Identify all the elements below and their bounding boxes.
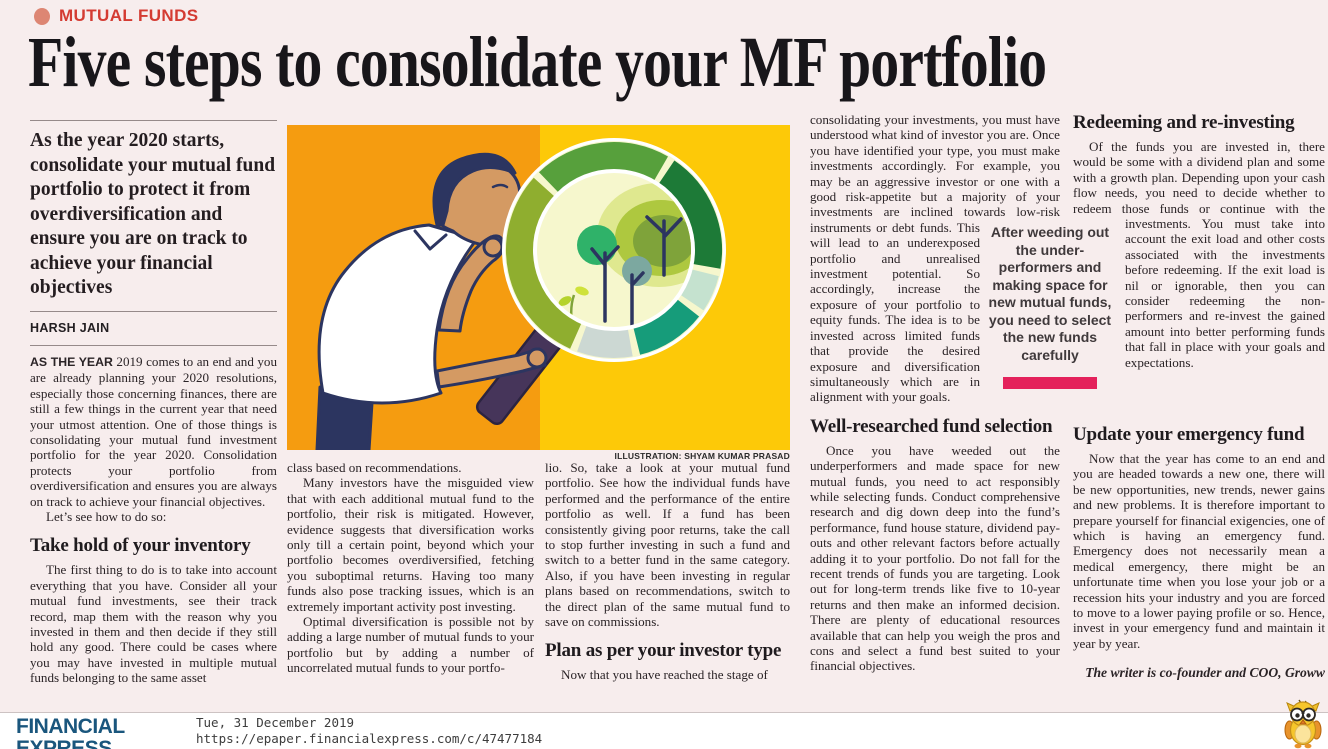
body-paragraph: Let’s see how to do so: (46, 508, 167, 524)
footer-bar: FINANCIAL EXPRESS READ TO LEAD Tue, 31 D… (0, 712, 1328, 749)
kicker-dot-icon (34, 7, 50, 25)
pull-quote: After weeding out the under-performers a… (981, 224, 1119, 389)
lens-ring-segments (506, 142, 723, 358)
body-paragraph: Many investors have the misguided view t… (287, 475, 534, 614)
column-3: lio. So, take a look at your mutual fund… (545, 460, 790, 683)
subheading-fund-selection: Well-researched fund selection (810, 415, 1053, 437)
section-kicker: MUTUAL FUNDS (34, 6, 199, 26)
byline: HARSH JAIN (30, 320, 110, 335)
owl-mascot-icon[interactable] (1282, 699, 1324, 749)
man-shirt (317, 223, 479, 405)
man-magnifier-illustration (287, 125, 790, 450)
pull-quote-bar (1003, 377, 1097, 389)
subheading-redeeming: Redeeming and re-investing (1073, 112, 1295, 133)
brand-name: FINANCIAL EXPRESS (16, 715, 125, 749)
publication-date: Tue, 31 December 2019 (196, 715, 355, 730)
body-paragraph: AS THE YEAR 2019 comes to an end and you… (30, 354, 277, 509)
article-headline: Five steps to consolidate your MF portfo… (28, 22, 1047, 102)
body-text: consolidating your investments, you must… (810, 112, 1060, 405)
column-4: consolidating your investments, you must… (810, 112, 1060, 674)
body-paragraph: Now that the year has come to an end and… (1073, 451, 1325, 651)
body-paragraph: lio. So, take a look at your mutual fund… (545, 460, 790, 630)
body-paragraph: Optimal diversification is possible not … (287, 614, 534, 676)
body-paragraph: Of the funds you are invested in, there … (1073, 139, 1325, 370)
man-hair (432, 152, 517, 227)
body-paragraph: Once you have weeded out the underperfor… (810, 442, 1060, 674)
epaper-url-link[interactable]: https://epaper.financialexpress.com/c/47… (196, 731, 543, 746)
body-paragraph: class based on recommendations. (287, 460, 462, 475)
rule-byline (30, 344, 277, 346)
column-2: class based on recommendations. Many inv… (287, 460, 534, 676)
intro-text: 2019 comes to an end and you are already… (30, 353, 278, 509)
body-paragraph: consolidating your investments, you must… (810, 112, 1060, 405)
illustration-art (287, 125, 790, 450)
writer-credit: The writer is co-founder and COO, Groww (1085, 665, 1325, 681)
body-text: Of the funds you are invested in, there … (1073, 139, 1325, 370)
body-paragraph: Now that you have reached the stage of (561, 667, 768, 683)
footer-meta: Tue, 31 December 2019 https://epaper.fin… (196, 715, 542, 747)
kicker-label: MUTUAL FUNDS (59, 6, 199, 25)
body-paragraph: The first thing to do is to take into ac… (30, 562, 277, 686)
standfirst: As the year 2020 starts, consolidate you… (30, 130, 276, 298)
rule-mid (30, 310, 277, 312)
lead-in: AS THE YEAR (30, 354, 113, 369)
man-arm-grip (435, 347, 547, 389)
rule-top (30, 120, 277, 121)
subheading-emergency-fund: Update your emergency fund (1073, 424, 1305, 445)
financial-express-logo: FINANCIAL EXPRESS READ TO LEAD (16, 716, 188, 749)
column-1: As the year 2020 starts, consolidate you… (30, 120, 277, 686)
subheading-inventory: Take hold of your inventory (30, 535, 251, 557)
pull-quote-text: After weeding out the under-performers a… (988, 224, 1112, 363)
column-5: Redeeming and re-investing Of the funds … (1073, 112, 1325, 681)
subheading-investor-type: Plan as per your investor type (545, 640, 782, 662)
illustration-credit: ILLUSTRATION: SHYAM KUMAR PRASAD (614, 451, 790, 461)
